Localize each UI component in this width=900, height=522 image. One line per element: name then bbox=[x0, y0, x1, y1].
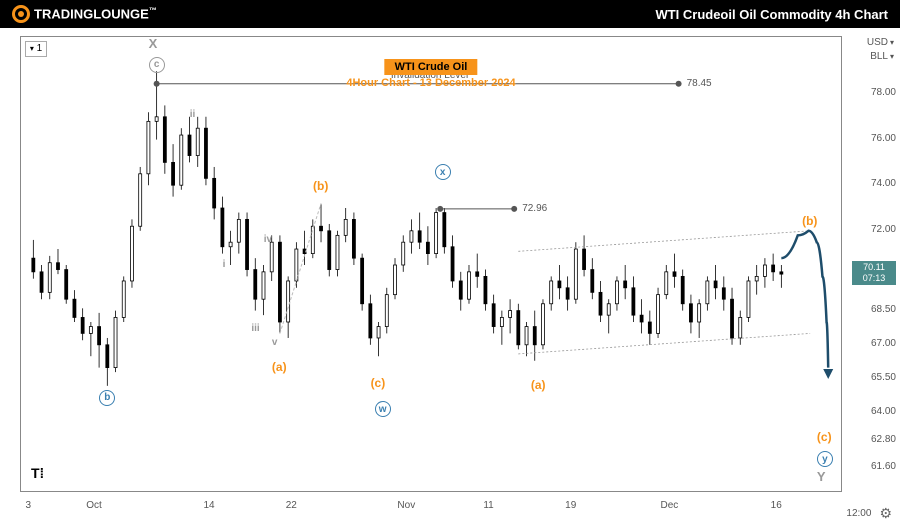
x-tick: Nov bbox=[397, 500, 415, 511]
y-tick: 68.50 bbox=[871, 304, 896, 315]
chart-title-block: WTI Crude Oil 4Hour Chart - 13 December … bbox=[346, 57, 515, 89]
settings-icon[interactable]: ⚙ bbox=[879, 505, 892, 522]
wave-label: (a) bbox=[272, 360, 287, 374]
app-header: TRADINGLOUNGE™ WTI Crudeoil Oil Commodit… bbox=[0, 0, 900, 28]
wave-label: X bbox=[149, 36, 158, 51]
wave-label: (b) bbox=[802, 214, 817, 228]
x-axis-right: 12:00 ⚙ bbox=[846, 505, 892, 522]
y-tick: 76.00 bbox=[871, 133, 896, 144]
wave-label: (a) bbox=[531, 378, 546, 392]
title-badge: WTI Crude Oil bbox=[385, 59, 478, 75]
y-tick: 67.00 bbox=[871, 338, 896, 349]
x-tick: 3 bbox=[25, 500, 31, 511]
x-tick: Oct bbox=[86, 500, 102, 511]
wave-label: v bbox=[272, 337, 278, 348]
chart-area[interactable]: ▾ 1 WTI Crude Oil 4Hour Chart - 13 Decem… bbox=[20, 36, 842, 492]
y-tick: 62.80 bbox=[871, 434, 896, 445]
x-axis-time: 12:00 bbox=[846, 508, 871, 519]
tradingview-mark: T⁞ bbox=[31, 465, 44, 481]
chart-svg bbox=[21, 37, 843, 493]
y-axis-header: USD▾ BLL▾ bbox=[844, 36, 896, 64]
wave-label: c bbox=[149, 56, 165, 73]
title-subtitle: 4Hour Chart - 13 December 2024 bbox=[346, 77, 515, 89]
wave-label: w bbox=[375, 401, 391, 418]
wave-label: y bbox=[817, 451, 833, 468]
logo-text: TRADINGLOUNGE™ bbox=[34, 6, 157, 21]
y-tick: 64.00 bbox=[871, 406, 896, 417]
wave-label: (c) bbox=[817, 430, 832, 444]
current-price-box: 70.1107:13 bbox=[852, 261, 896, 285]
mid-value: 72.96 bbox=[522, 203, 547, 214]
wave-label: ii bbox=[190, 109, 196, 120]
logo: TRADINGLOUNGE™ bbox=[12, 5, 157, 23]
invalidation-value: 78.45 bbox=[687, 78, 712, 89]
y-tick: 65.50 bbox=[871, 372, 896, 383]
x-tick: 16 bbox=[771, 500, 782, 511]
y-tick: 61.60 bbox=[871, 461, 896, 472]
x-tick: 22 bbox=[286, 500, 297, 511]
chart-container: ▾ 1 WTI Crude Oil 4Hour Chart - 13 Decem… bbox=[0, 28, 900, 522]
x-tick: Dec bbox=[660, 500, 678, 511]
y-tick: 78.00 bbox=[871, 87, 896, 98]
wave-label: (c) bbox=[371, 376, 386, 390]
wave-label: b bbox=[99, 389, 115, 406]
x-tick: 11 bbox=[483, 500, 493, 511]
wave-label: iv bbox=[264, 234, 272, 245]
x-tick: 14 bbox=[203, 500, 214, 511]
header-title: WTI Crudeoil Oil Commodity 4h Chart bbox=[655, 7, 888, 22]
y-tick: 74.00 bbox=[871, 178, 896, 189]
y-tick: 72.00 bbox=[871, 224, 896, 235]
logo-icon bbox=[12, 5, 30, 23]
wave-label: i bbox=[223, 259, 226, 270]
wave-label: iii bbox=[251, 323, 259, 334]
wave-label: (b) bbox=[313, 179, 328, 193]
x-tick: 19 bbox=[565, 500, 576, 511]
wave-label: Y bbox=[817, 469, 826, 484]
wave-label: x bbox=[435, 164, 451, 181]
x-axis[interactable]: 3 Oct 14 22 Nov 11 19 Dec 16 bbox=[20, 498, 842, 518]
